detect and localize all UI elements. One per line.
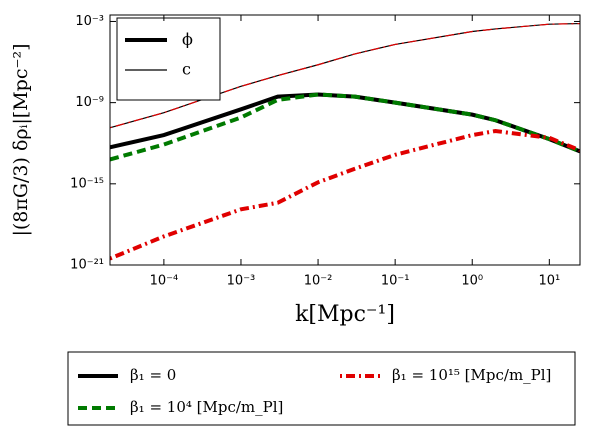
series-line (110, 92, 580, 162)
x-tick-label: 10¹ (538, 274, 560, 289)
plot-frame (109, 14, 581, 266)
y-axis-label: |(8πG/3) δρᵢ|[Mpc⁻²] (10, 43, 32, 236)
legend-label: β₁ = 0 (130, 366, 176, 384)
legend-label: β₁ = 10¹⁵ [Mpc/m_Pl] (392, 366, 551, 384)
y-tick-label: 10⁻¹⁵ (70, 176, 104, 191)
series-line (110, 92, 580, 154)
series-line (110, 128, 580, 261)
x-tick-label: 10⁻² (304, 274, 333, 289)
y-tick-label: 10⁻⁹ (75, 95, 104, 110)
legend-label: β₁ = 10⁴ [Mpc/m_Pl] (130, 398, 283, 416)
model-legend-box (67, 351, 576, 426)
legend-label: ϕ (182, 30, 193, 49)
x-tick-label: 10⁻¹ (381, 274, 410, 289)
plot-area (110, 22, 580, 261)
style-legend-box (116, 17, 221, 101)
x-tick-label: 10⁻³ (227, 274, 256, 289)
x-tick-label: 10⁻⁴ (150, 274, 179, 289)
series-line (110, 22, 580, 129)
y-tick-label: 10⁻²¹ (70, 258, 104, 273)
legend-label: c (182, 60, 191, 79)
y-tick-label: 10⁻³ (75, 14, 104, 29)
x-tick-label: 10⁰ (461, 274, 483, 289)
x-axis-label: k[Mpc⁻¹] (295, 302, 395, 327)
